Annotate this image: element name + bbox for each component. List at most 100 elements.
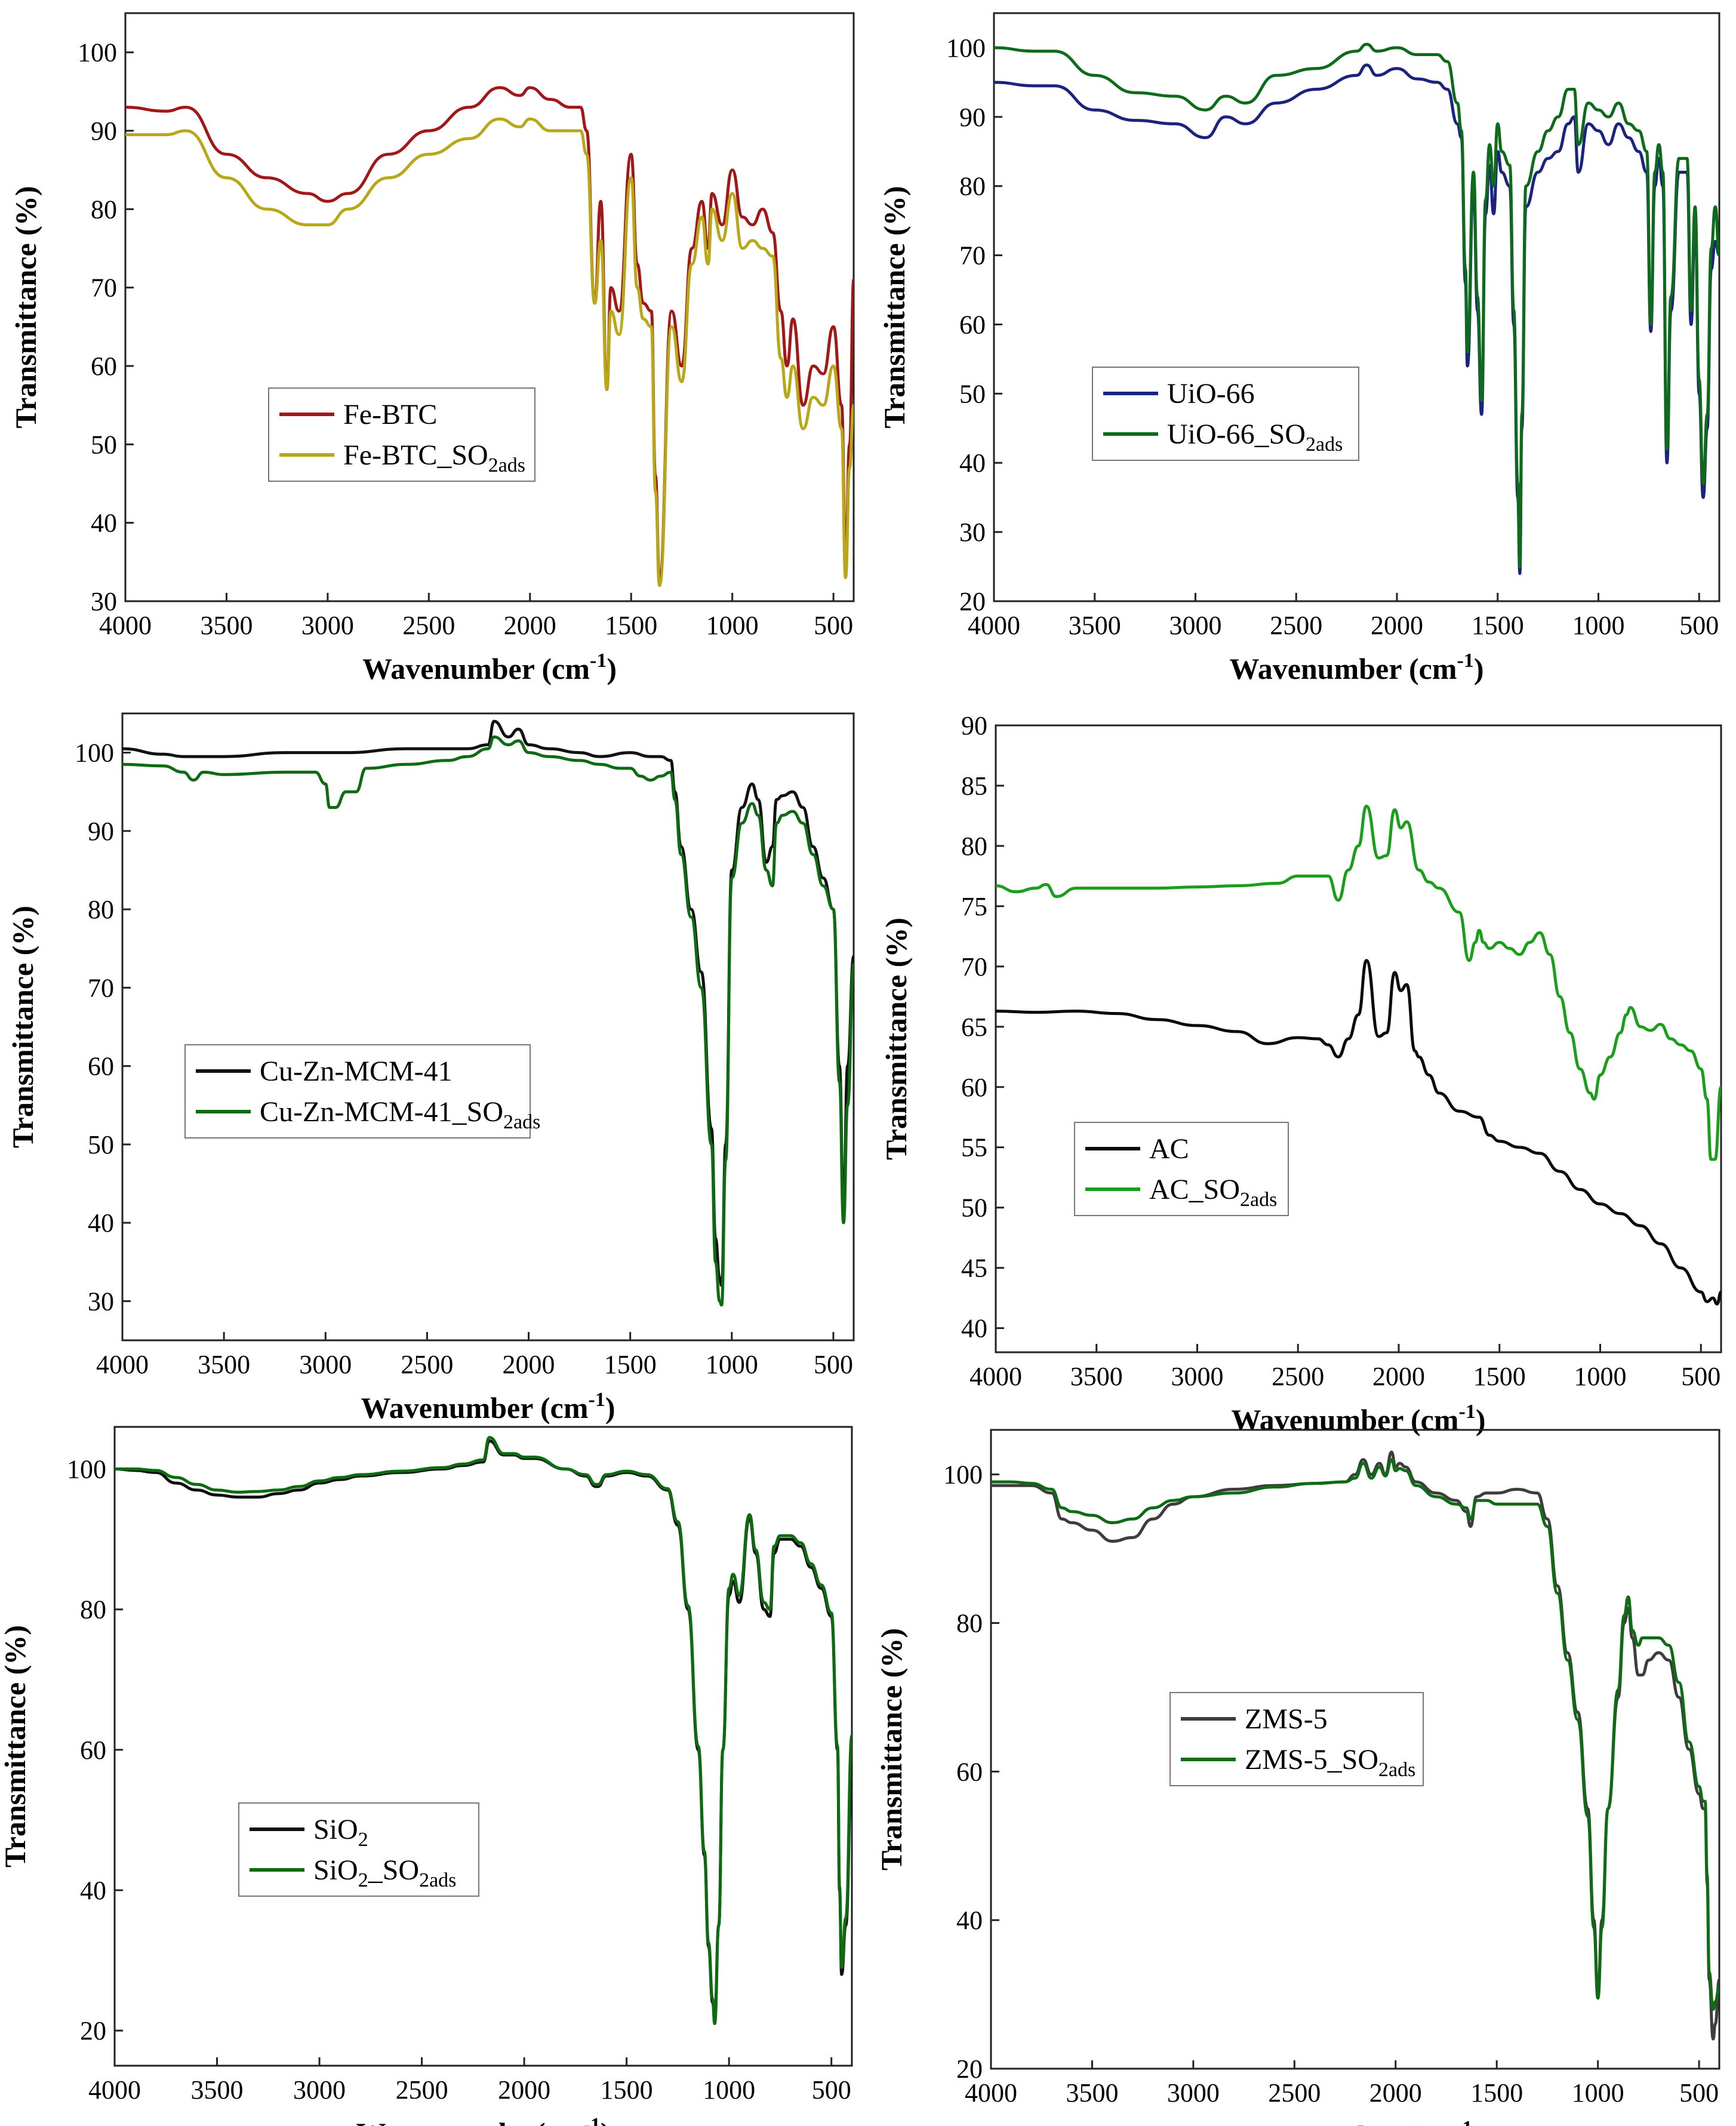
x-tick-label: 2000 [503,1350,555,1379]
x-tick-label: 1000 [1574,1362,1627,1391]
x-tick-label: 2000 [498,2075,550,2105]
x-tick-label: 3000 [1171,1362,1224,1391]
y-tick-label: 40 [961,1314,987,1343]
series-line-2 [994,42,1719,568]
y-tick-label: 60 [91,352,117,381]
y-tick-label: 90 [959,103,986,132]
y-tick-label: 85 [961,771,987,801]
y-tick-label: 70 [959,241,986,270]
y-tick-label: 80 [956,1608,983,1638]
legend-label: AC [1149,1133,1189,1165]
x-tick-label: 500 [1681,1362,1720,1391]
x-axis-title: Wavenumber (cm-1) [1232,1401,1486,1436]
y-tick-label: 75 [961,892,987,921]
x-tick-label: 3500 [1066,2078,1118,2107]
chart-cu-zn-mcm-41: 4000 3500 3000 2500 2000 1500 1000 500 30 40 50 60 7… [6,712,855,1424]
y-axis-title: Transmittance (%) [875,1628,908,1870]
legend-box [1092,367,1359,461]
x-tick-label: 2000 [1371,611,1423,640]
chart-sio2: 4000 3500 3000 2500 2000 1500 1000 500 20 40 60 80 1… [0,1426,853,2126]
x-axis-title: Wavenumber (cm-1) [362,650,617,685]
y-axis-title: Transmittance (%) [878,186,911,429]
y-tick-label: 80 [91,195,117,224]
x-tick-label: 500 [814,1350,853,1379]
x-tick-label: 1500 [601,2075,653,2105]
series-line-2 [125,117,854,587]
y-tick-label: 50 [961,1193,987,1223]
x-tick-label: 4000 [99,611,152,640]
y-tick-label: 50 [959,379,986,408]
y-tick-label: 45 [961,1254,987,1283]
x-tick-label: 3500 [191,2075,244,2105]
y-tick-label: 20 [956,2054,983,2084]
y-tick-label: 40 [80,1876,106,1905]
x-tick-label: 2500 [402,611,455,640]
y-tick-label: 90 [91,116,117,146]
x-tick-label: 500 [1679,611,1719,640]
y-tick-label: 40 [959,448,986,478]
y-tick-label: 100 [78,38,117,67]
y-tick-label: 60 [80,1736,106,1765]
legend-label: Cu-Zn-MCM-41 [260,1056,453,1087]
legend-label: ZMS-5 [1245,1703,1328,1735]
y-tick-label: 50 [91,430,117,459]
legend-label: SiO2_SO2ads [313,1854,456,1891]
x-tick-label: 1500 [604,1350,657,1379]
legend-box [268,387,535,482]
plot-frame [113,1426,853,2067]
legend-label: Fe-BTC_SO2ads [343,439,525,476]
x-tick-label: 3500 [1069,611,1121,640]
legend-label: UiO-66 [1167,378,1255,410]
y-tick-label: 100 [75,739,114,768]
y-axis-title: Transmittance (%) [6,906,39,1148]
chart-uio-66: 4000 3500 3000 2500 2000 1500 1000 500 20 30 40 50 6… [878,12,1720,685]
y-tick-label: 55 [961,1133,987,1162]
x-tick-label: 4000 [968,611,1020,640]
plot-frame [121,712,855,1342]
x-axis-title: Wavenumebr (cm-1) [356,2114,611,2126]
chart-ac: 4000 3500 3000 2500 2000 1500 1000 500 40 45 50 55 6… [879,711,1722,1436]
legend-box [238,1802,479,1897]
y-tick-label: 30 [91,587,117,616]
legend-label: ZMS-5_SO2ads [1245,1744,1415,1781]
y-tick-label: 30 [959,518,986,547]
plot-frame [124,12,855,602]
y-tick-label: 40 [88,1208,114,1238]
x-tick-label: 3000 [1169,611,1222,640]
series-line-1 [996,959,1721,1306]
x-tick-label: 1500 [1473,1362,1526,1391]
x-tick-label: 1000 [703,2075,755,2105]
plot-frame [995,724,1722,1353]
x-tick-label: 500 [1679,2078,1719,2107]
x-tick-label: 2500 [1268,2078,1321,2107]
y-tick-label: 60 [956,1757,983,1786]
y-tick-label: 90 [961,711,987,740]
x-tick-label: 3500 [1070,1362,1123,1391]
x-tick-label: 1000 [706,611,759,640]
y-tick-label: 30 [88,1287,114,1316]
x-tick-label: 1000 [1572,611,1625,640]
plot-frame [993,12,1720,602]
x-tick-label: 2000 [1369,2078,1422,2107]
y-tick-label: 65 [961,1013,987,1042]
chart-fe-btc: 4000 3500 3000 2500 2000 1500 1000 500 30 40 50 60 7… [9,12,855,685]
x-tick-label: 3000 [1167,2078,1220,2107]
y-tick-label: 60 [88,1052,114,1081]
x-tick-label: 2000 [1372,1362,1425,1391]
y-tick-label: 60 [961,1073,987,1102]
x-axis-title: Wavenumber (cm-1) [361,1389,615,1424]
y-axis-title: Transmittance (%) [0,1625,32,1867]
x-tick-label: 2500 [396,2075,448,2105]
x-tick-label: 1500 [1472,611,1524,640]
x-tick-label: 1500 [605,611,657,640]
series-line-1 [125,86,854,580]
legend-box [184,1044,531,1139]
legend-label: AC_SO2ads [1149,1174,1277,1211]
x-tick-label: 1500 [1470,2078,1523,2107]
series-line-1 [115,1439,852,2019]
x-axis-title: Wavenumber (cm-1) [1228,2117,1482,2126]
legend-label: SiO2 [313,1814,368,1851]
plot-frame [990,1429,1720,2070]
y-tick-label: 80 [88,895,114,924]
x-tick-label: 4000 [965,2078,1017,2107]
